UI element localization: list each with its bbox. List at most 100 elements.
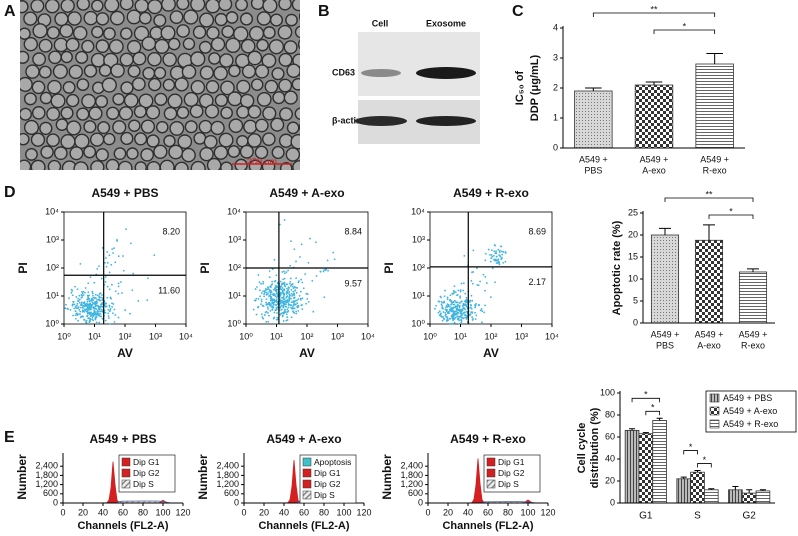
plot-title: A549 + A-exo [269, 186, 344, 200]
cell-event [112, 312, 114, 315]
x-tick-label: 10² [118, 331, 131, 341]
cell-event [465, 317, 468, 320]
cell-event [275, 318, 278, 321]
cell-event [274, 295, 277, 297]
cell-event [458, 319, 461, 322]
cell-event [444, 313, 447, 316]
cell-event [96, 313, 99, 316]
cell-event [267, 286, 270, 289]
legend-swatch [121, 479, 131, 489]
cell-event [282, 306, 285, 309]
cell-event [455, 305, 458, 308]
cell-event [296, 299, 298, 302]
cell-event [448, 305, 451, 308]
y-tick-label: 600 [224, 488, 239, 498]
panel-label: D [4, 184, 16, 201]
y-tick-label: 1 [553, 112, 558, 122]
vesicle [286, 63, 300, 78]
cell-event [124, 309, 127, 311]
cell-event [446, 318, 449, 320]
vesicle [73, 161, 89, 170]
y-tick-label: 0 [418, 497, 423, 507]
cell-event [470, 279, 473, 282]
bar [728, 489, 743, 504]
y-tick-label: 1,200 [400, 479, 423, 489]
legend-swatch [709, 419, 720, 429]
cell-event [120, 281, 122, 283]
cell-event [280, 305, 283, 308]
vesicle [91, 25, 104, 39]
vesicle [218, 0, 233, 12]
y-tick-label: 25 [628, 207, 638, 217]
cell-event [469, 313, 472, 316]
x-tick-label: 10⁴ [361, 331, 375, 341]
cell-event [457, 303, 459, 306]
vesicle [20, 0, 29, 14]
cell-event [268, 270, 271, 272]
cell-event [121, 255, 124, 257]
cell-event [80, 294, 83, 297]
vesicle [241, 64, 257, 79]
cell-event [502, 261, 505, 264]
legend-swatch [302, 457, 312, 467]
cell-event [297, 281, 300, 284]
cell-event [79, 316, 82, 319]
cell-event [113, 321, 116, 323]
vesicle [98, 64, 112, 77]
vesicle [104, 0, 120, 13]
cell-event [280, 296, 283, 299]
plot-title: A549 + A-exo [266, 432, 341, 446]
cell-event [456, 312, 459, 314]
cell-event [284, 308, 286, 311]
scale-bar-label: 200 nm [247, 156, 277, 166]
y-tick-label: 15 [628, 251, 638, 261]
cell-event [87, 298, 89, 301]
cell-event [275, 307, 278, 309]
cell-event [254, 299, 257, 302]
cell-event [445, 305, 448, 307]
x-tick-label: A549 + [739, 329, 768, 339]
cell-event [96, 298, 98, 301]
cell-event [301, 297, 304, 300]
vesicle [239, 12, 254, 26]
cell-event [297, 298, 300, 301]
cell-event [94, 293, 97, 296]
cell-event [282, 278, 284, 281]
significance-label: * [703, 455, 707, 465]
cell-event [265, 321, 268, 323]
cell-event [84, 287, 87, 289]
x-axis-label: Channels (FL2-A) [258, 520, 349, 532]
vesicle [39, 121, 53, 136]
cell-event [77, 306, 80, 308]
cell-event [283, 270, 285, 273]
cell-event [446, 316, 449, 319]
cell-event [68, 297, 70, 300]
cell-event [471, 271, 473, 274]
y-axis-label: PI [382, 262, 396, 273]
vesicle [213, 66, 228, 81]
vesicle [101, 77, 117, 93]
bar [703, 489, 719, 504]
cell-event [252, 308, 255, 311]
cell-event [271, 305, 274, 308]
blot-band [361, 69, 401, 77]
cell-event [64, 307, 67, 310]
error-bar [585, 87, 602, 91]
cell-event [78, 301, 81, 304]
vesicle [20, 159, 32, 170]
vesicle [264, 79, 279, 94]
cell-event [93, 281, 96, 284]
cell-event [265, 298, 268, 301]
cell-event [103, 261, 106, 264]
cell-event [444, 312, 447, 314]
vesicle [278, 78, 293, 93]
cell-event [479, 309, 482, 312]
cell-event [484, 275, 487, 278]
cell-event [463, 255, 466, 257]
cell-event [288, 298, 290, 300]
cell-event [464, 308, 467, 311]
vesicle [23, 11, 38, 26]
cell-event [282, 295, 285, 298]
